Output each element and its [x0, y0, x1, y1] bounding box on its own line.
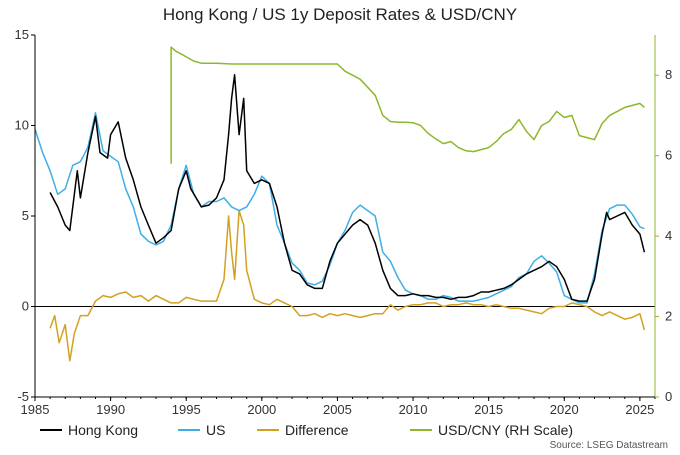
series-layer	[34, 46, 646, 362]
x-tick-label: 1995	[172, 402, 201, 417]
y-left-tick-label: 5	[22, 208, 29, 223]
legend-label: Difference	[285, 422, 349, 438]
y-right-tick-label: 6	[665, 148, 672, 163]
x-tick-label: 2025	[625, 402, 654, 417]
y-right-tick-label: 2	[665, 309, 672, 324]
x-tick-label: 1985	[21, 402, 50, 417]
series-line-0	[49, 74, 646, 302]
y-right-tick-label: 4	[665, 228, 672, 243]
legend: Hong Kong US Difference USD/CNY (RH Scale)	[40, 422, 573, 438]
plot-area	[34, 35, 656, 398]
legend-label: US	[206, 422, 225, 438]
x-tick-label: 2010	[399, 402, 428, 417]
x-tick-label: 2015	[474, 402, 503, 417]
x-tick-label: 2005	[323, 402, 352, 417]
y-left-tick-label: 15	[15, 27, 29, 42]
y-right-tick-label: 8	[665, 67, 672, 82]
series-line-1	[34, 112, 645, 304]
y-left-tick-label: 0	[22, 299, 29, 314]
x-axis-ticks: 1985 1990 1995 2000 2005 2010 2015 2020 2025	[21, 397, 656, 417]
y-left-tick-label: 10	[15, 118, 29, 133]
y-left-tick-label: -5	[17, 389, 29, 404]
x-tick-label: 1990	[96, 402, 125, 417]
legend-label: Hong Kong	[68, 422, 138, 438]
source-note: Source: LSEG Datastream	[550, 440, 668, 451]
series-line-3	[170, 46, 645, 164]
legend-label: USD/CNY (RH Scale)	[438, 422, 573, 438]
y-left-axis-ticks: -5 0 5 10 15	[15, 27, 35, 404]
x-tick-label: 2020	[550, 402, 579, 417]
y-right-axis-ticks: 0 2 4 6 8	[655, 67, 672, 404]
series-line-2	[49, 209, 646, 362]
x-tick-label: 2000	[247, 402, 276, 417]
chart-title: Hong Kong / US 1y Deposit Rates & USD/CN…	[163, 5, 517, 24]
y-right-tick-label: 0	[665, 389, 672, 404]
